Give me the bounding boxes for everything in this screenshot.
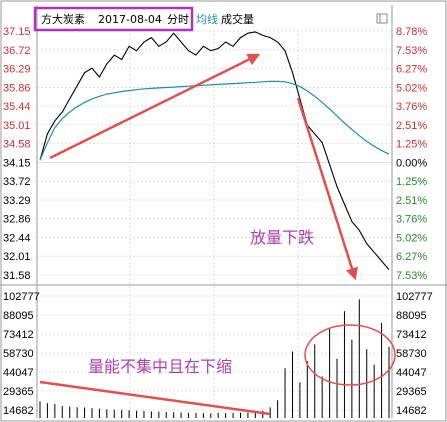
volume-annotation: 量能不集中且在下缩 — [88, 357, 232, 376]
price-tick-label: 32.86 — [3, 214, 31, 226]
price-tick-label: 32.01 — [3, 251, 31, 263]
volume-highlight-ellipse — [304, 324, 396, 386]
price-tick-label: 35.44 — [3, 101, 31, 113]
pct-tick-label: 3.76% — [396, 101, 427, 113]
price-tick-label: 31.58 — [3, 270, 31, 282]
pct-tick-label: 6.27% — [396, 64, 427, 76]
price-tick-label: 36.72 — [3, 45, 31, 57]
average-price-line — [39, 80, 390, 161]
volume-label[interactable]: 成交量 — [221, 12, 254, 26]
panel-toggle-icon[interactable] — [376, 13, 388, 24]
price-tick-label: 36.29 — [3, 64, 31, 76]
volume-tick-label: 14682 — [3, 405, 34, 417]
price-tick-label: 35.86 — [3, 82, 31, 94]
pct-tick-label: 8.78% — [396, 26, 427, 38]
stock-name: 方大炭素 — [41, 12, 85, 26]
price-tick-label: 34.15 — [3, 157, 31, 169]
volume-tick-label-right: 44047 — [396, 367, 427, 379]
chart-view: 分时 — [167, 13, 189, 26]
volume-tick-label-right: 102777 — [396, 291, 433, 303]
pct-tick-label: 5.02% — [396, 82, 427, 94]
header-highlight-box — [33, 6, 194, 32]
pct-tick-label: 1.25% — [396, 176, 427, 188]
price-tick-label: 37.15 — [3, 26, 31, 38]
volume-tick-label-right: 73412 — [396, 329, 427, 341]
price-tick-label: 33.72 — [3, 176, 31, 188]
chart-date: 2017-08-04 — [98, 13, 162, 26]
price-lines — [39, 31, 390, 271]
price-tick-label: 34.58 — [3, 139, 31, 151]
volume-tick-label-right: 58730 — [396, 348, 427, 360]
pct-tick-label: 7.53% — [396, 45, 427, 57]
price-line — [39, 31, 390, 271]
volume-tick-label: 58730 — [3, 348, 34, 360]
arrow-volume-decline — [39, 380, 271, 416]
pct-tick-label: 1.25% — [396, 139, 427, 151]
pct-tick-label: 3.76% — [396, 214, 427, 226]
volume-tick-label: 29365 — [3, 386, 34, 398]
pct-tick-label: 6.27% — [396, 251, 427, 263]
pct-tick-label: 5.02% — [396, 232, 427, 244]
volume-tick-label: 88095 — [3, 310, 34, 322]
tick-labels: 37.15 8.78% 36.72 7.53% 36.29 6.27% 35.86 5.02%… — [3, 26, 433, 417]
volume-tick-label: 73412 — [3, 329, 34, 341]
volume-tick-label: 44047 — [3, 367, 34, 379]
volume-tick-label: 102777 — [3, 291, 40, 303]
arrow-down-trend — [296, 97, 358, 281]
price-tick-label: 35.01 — [3, 120, 31, 132]
pct-tick-label: 2.51% — [396, 195, 427, 207]
grid — [0, 5, 447, 418]
price-tick-label: 33.29 — [3, 195, 31, 207]
arrow-up-trend — [49, 53, 261, 160]
pct-tick-label: 7.53% — [396, 270, 427, 282]
volume-tick-label-right: 88095 — [396, 310, 427, 322]
price-annotation: 放量下跌 — [250, 228, 314, 247]
volume-tick-label-right: 29365 — [396, 386, 427, 398]
indicator-label[interactable]: 均线 — [196, 12, 218, 26]
price-tick-label: 32.44 — [3, 232, 31, 244]
pct-tick-label: 2.51% — [396, 120, 427, 132]
pct-tick-label: 0.00% — [396, 157, 427, 169]
volume-tick-label-right: 14682 — [396, 405, 427, 417]
